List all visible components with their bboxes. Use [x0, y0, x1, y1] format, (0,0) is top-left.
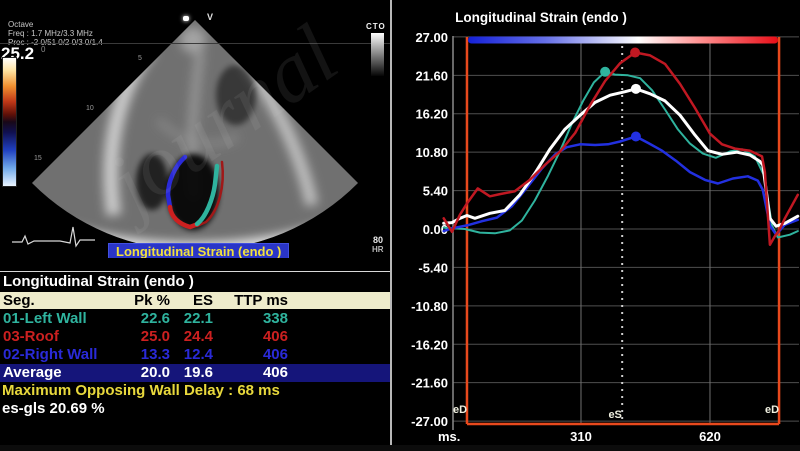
x-tick-label: 310: [570, 429, 592, 444]
panel-divider: [390, 0, 392, 451]
strain-curve-left-wall: [442, 70, 799, 239]
chart-title: Longitudinal Strain (endo ): [455, 10, 627, 25]
header-seg: Seg.: [3, 292, 35, 309]
seg-ttp: 406: [262, 346, 288, 363]
strain-curves-chart: Longitudinal Strain (endo ) 27.00 21.60 16.…: [411, 10, 800, 444]
y-tick-label: 27.00: [415, 30, 448, 45]
es-label: eS: [608, 409, 621, 421]
ultrasound-sector-image: [12, 20, 358, 251]
mode-label: Octave: [8, 20, 34, 29]
header-pk: Pk %: [134, 292, 170, 309]
frequency-label: Freq : 1.7 MHz/3.3 MHz: [8, 29, 93, 38]
table-header-row: Seg. Pk % ES TTP ms: [0, 292, 390, 309]
ecg-trace: [12, 226, 95, 248]
y-tick-label: -16.20: [411, 337, 448, 352]
x-axis-unit: ms.: [438, 429, 460, 444]
seg-peak: 25.0: [140, 328, 170, 345]
y-tick-label: -5.40: [418, 260, 448, 275]
seg-ttp: 338: [262, 310, 288, 327]
depth-mark-10: 10: [86, 105, 94, 112]
strain-curve-average: [442, 87, 800, 228]
y-tick-label: -10.80: [411, 299, 448, 314]
processing-label: Proc : -2 0/51 0/2 0/3 0/1.4: [8, 38, 103, 47]
ultrasound-mode-banner: Longitudinal Strain (endo ): [108, 243, 290, 261]
seg-peak: 22.6: [140, 310, 170, 327]
strain-colorbar: [2, 57, 17, 187]
global-longitudinal-strain: es-gls 20.69 %: [2, 400, 105, 417]
contour-roof: [167, 204, 201, 230]
seg-es: 19.6: [183, 364, 213, 381]
peak-marker-left-wall: [600, 66, 611, 77]
table-top-divider: [0, 271, 390, 272]
grayscale-bar: [371, 33, 384, 76]
table-title: Longitudinal Strain (endo ): [3, 273, 194, 290]
table-row: 03-Roof 25.0 24.4 406: [0, 328, 390, 346]
ed-left-label: eD: [453, 404, 467, 416]
seg-name: 02-Right Wall: [3, 346, 98, 363]
ed-right-label: eD: [765, 404, 779, 416]
gain-sub-value: 0: [41, 45, 46, 54]
strain-results-table: Longitudinal Strain (endo ) Seg. Pk % ES…: [0, 258, 390, 451]
y-tick-label: 0.00: [423, 222, 448, 237]
seg-name: Average: [3, 364, 62, 381]
x-tick-label: 620: [699, 429, 721, 444]
seg-es: 24.4: [183, 328, 213, 345]
seg-name: 03-Roof: [3, 328, 59, 345]
seg-es: 22.1: [183, 310, 213, 327]
cycle-gradient-bar: [467, 36, 779, 44]
peak-marker-roof: [630, 47, 641, 58]
y-tick-label: -27.00: [411, 414, 448, 429]
bottom-strip: [0, 445, 800, 451]
y-tick-label: 10.80: [415, 145, 448, 160]
lv-contour: [165, 154, 224, 230]
peak-marker-right-wall: [630, 131, 641, 142]
image-top-line: [0, 43, 390, 44]
table-row: 02-Right Wall 13.3 12.4 406: [0, 346, 390, 364]
contour-outer-red: [195, 160, 224, 228]
peak-marker-average: [630, 83, 641, 94]
strain-curve-roof: [442, 51, 800, 246]
y-tick-label: 5.40: [423, 184, 448, 199]
seg-peak: 20.0: [140, 364, 170, 381]
probe-orientation-marker: V: [207, 12, 214, 22]
table-row-average: Average 20.0 19.6 406: [0, 364, 390, 382]
depth-mark-5: 5: [138, 55, 142, 62]
seg-name: 01-Left Wall: [3, 310, 87, 327]
seg-peak: 13.3: [140, 346, 170, 363]
corner-label: CTO: [366, 22, 386, 31]
seg-ttp: 406: [262, 364, 288, 381]
y-tick-label: 21.60: [415, 68, 448, 83]
contour-right-wall: [165, 154, 188, 210]
header-es: ES: [192, 292, 213, 309]
y-tick-label: 16.20: [415, 107, 448, 122]
depth-mark-15: 15: [34, 155, 42, 162]
table-row: 01-Left Wall 22.6 22.1 338: [0, 310, 390, 328]
y-tick-label: -21.60: [411, 376, 448, 391]
seg-es: 12.4: [183, 346, 213, 363]
heart-rate-value: 80: [373, 235, 384, 245]
sector-apex-dot: [183, 16, 189, 21]
heart-rate-label: HR: [372, 245, 384, 254]
contour-left-wall: [194, 163, 220, 227]
ultrasound-panel: Octave Freq : 1.7 MHz/3.3 MHz Proc : -2 …: [0, 0, 390, 261]
header-ttp: TTP ms: [234, 292, 288, 309]
max-opposing-wall-delay: Maximum Opposing Wall Delay : 68 ms: [2, 382, 280, 399]
seg-ttp: 406: [262, 328, 288, 345]
